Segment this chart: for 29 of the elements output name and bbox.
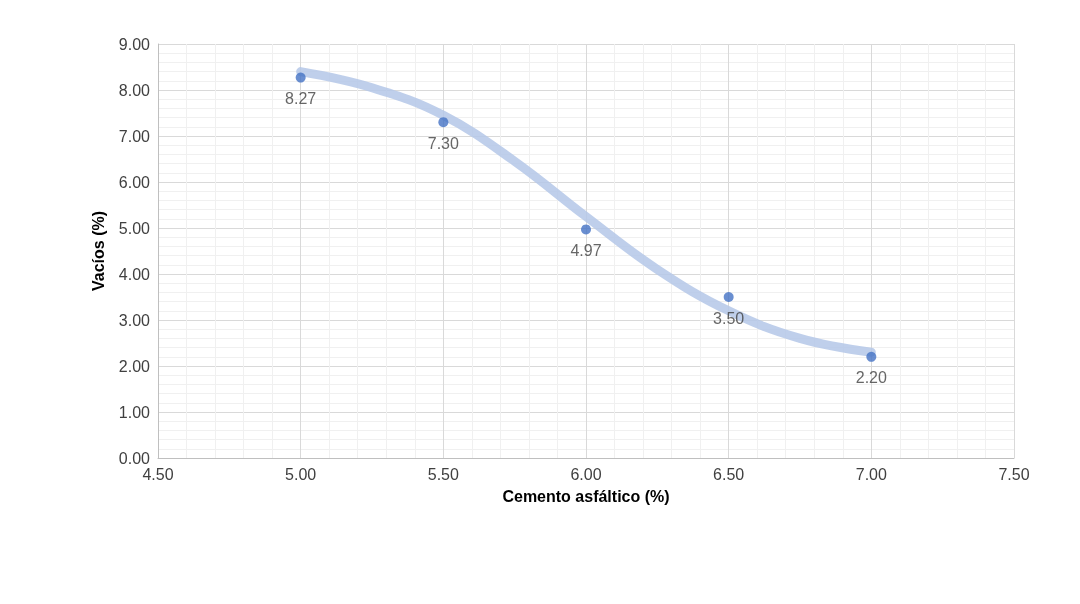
- y-tick-label: 2.00: [118, 357, 151, 375]
- data-label: 8.27: [285, 90, 317, 108]
- x-tick-label: 6.00: [570, 465, 602, 483]
- y-tick-label: 6.00: [118, 173, 151, 191]
- point: [866, 351, 877, 362]
- y-tick-label: 3.00: [118, 311, 151, 329]
- y-tick-label: 9.00: [118, 35, 151, 53]
- data-label: 4.97: [570, 241, 602, 259]
- data-label: 3.50: [713, 309, 745, 327]
- x-tick-label: 7.50: [998, 465, 1030, 483]
- y-tick-label: 7.00: [118, 127, 151, 145]
- x-tick-label: 4.50: [142, 465, 174, 483]
- y-tick-label: 4.00: [118, 265, 151, 283]
- data-label: 7.30: [427, 134, 460, 152]
- y-axis-title: Vacíos (%): [89, 210, 107, 292]
- y-tick-label: 5.00: [118, 219, 151, 237]
- x-tick-label: 5.50: [427, 465, 460, 483]
- point: [723, 292, 734, 302]
- data-label: 2.20: [855, 369, 888, 387]
- x-tick-label: 5.00: [285, 465, 317, 483]
- point: [295, 72, 306, 83]
- point: [581, 224, 591, 235]
- x-axis-title: Cemento asfáltico (%): [502, 487, 670, 505]
- y-tick-label: 0.00: [118, 449, 151, 467]
- y-tick-label: 1.00: [118, 403, 151, 421]
- x-tick-label: 6.50: [713, 465, 745, 483]
- y-tick-label: 8.00: [118, 81, 151, 99]
- point: [438, 117, 449, 128]
- x-tick-label: 7.00: [855, 465, 888, 483]
